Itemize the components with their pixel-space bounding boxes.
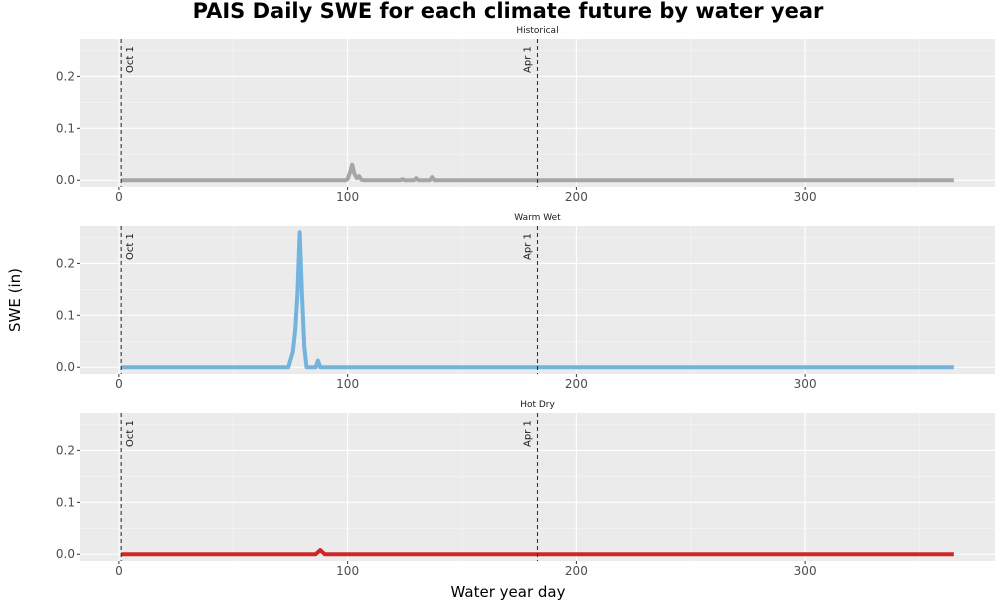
y-tick-label: 0.0 xyxy=(56,360,75,374)
x-axis-title: Water year day xyxy=(451,583,566,600)
reference-label: Apr 1 xyxy=(523,233,534,260)
chart-title: PAIS Daily SWE for each climate future b… xyxy=(193,0,824,23)
x-tick-label: 100 xyxy=(336,564,359,578)
x-tick-label: 200 xyxy=(565,190,588,204)
x-tick-label: 100 xyxy=(336,190,359,204)
x-tick-label: 0 xyxy=(115,564,123,578)
panel-label-warm-wet: Warm Wet xyxy=(514,213,561,223)
panel-label-historical: Historical xyxy=(516,26,558,36)
y-tick-label: 0.0 xyxy=(56,547,75,561)
y-tick-label: 0.2 xyxy=(56,443,75,457)
reference-label: Oct 1 xyxy=(125,420,136,447)
y-tick-label: 0.2 xyxy=(56,69,75,83)
x-tick-label: 200 xyxy=(565,377,588,391)
reference-label: Oct 1 xyxy=(125,233,136,260)
series-line-hot-dry xyxy=(121,548,954,557)
panel-hot-dry: Hot Dry 0 100 200 300 0.0 0.1 0.2 Oct 1 Apr 1 xyxy=(56,400,995,578)
reference-label: Oct 1 xyxy=(125,46,136,73)
x-tick-label: 300 xyxy=(794,377,817,391)
panel-historical: Historical 0 100 200 300 0.0 0.1 0.2 Oct 1 Apr 1 xyxy=(56,26,995,204)
y-tick-label: 0.0 xyxy=(56,173,75,187)
x-tick-label: 300 xyxy=(794,190,817,204)
reference-label: Apr 1 xyxy=(523,420,534,447)
series-line-warm-wet xyxy=(121,230,954,370)
y-tick-label: 0.1 xyxy=(56,121,75,135)
x-tick-label: 200 xyxy=(565,564,588,578)
y-tick-label: 0.1 xyxy=(56,308,75,322)
y-axis-title: SWE (in) xyxy=(6,268,24,332)
panel-warm-wet: Warm Wet 0 100 200 300 0.0 0.1 0.2 Oct 1 Apr 1 xyxy=(56,213,995,391)
reference-label: Apr 1 xyxy=(523,46,534,73)
y-tick-label: 0.2 xyxy=(56,256,75,270)
x-tick-label: 0 xyxy=(115,190,123,204)
x-tick-label: 0 xyxy=(115,377,123,391)
x-tick-label: 300 xyxy=(794,564,817,578)
x-tick-label: 100 xyxy=(336,377,359,391)
y-tick-label: 0.1 xyxy=(56,495,75,509)
series-line-historical xyxy=(121,162,954,183)
panel-label-hot-dry: Hot Dry xyxy=(520,400,555,410)
